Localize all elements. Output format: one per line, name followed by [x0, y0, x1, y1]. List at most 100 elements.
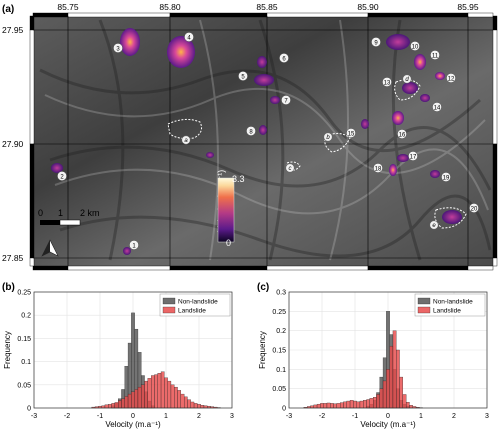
frame-segment	[492, 15, 498, 31]
y-tick-label: 0.1	[276, 367, 286, 374]
landslide-marker-label: 10	[412, 44, 419, 50]
nonlandslide-marker-label: c	[289, 166, 292, 172]
histogram-bar	[402, 394, 407, 409]
nonlandslide-marker-label: e	[432, 223, 436, 229]
histogram-bar	[141, 384, 145, 409]
legend-box	[414, 293, 486, 317]
nonlandslide-marker	[285, 163, 295, 173]
histogram-bar	[316, 403, 321, 409]
legend-entry: Landslide	[178, 308, 206, 315]
y-axis-label: Frequency	[3, 331, 12, 369]
legend-swatch	[162, 306, 176, 314]
landslide-marker-label: 4	[187, 35, 191, 41]
velocity-patches	[51, 28, 462, 255]
histogram-bar	[356, 401, 361, 409]
histogram-bar	[379, 388, 384, 409]
landslide-marker-label: 2	[60, 174, 64, 180]
scale-label: 2 km	[80, 208, 100, 218]
landslide-marker	[279, 53, 289, 63]
histogram-bar	[144, 380, 149, 409]
landslide-marker-label: 18	[375, 166, 382, 172]
landslide-marker-label: 14	[434, 105, 441, 111]
lon-tick-label: 85.80	[159, 2, 181, 12]
histogram-bar	[366, 399, 371, 409]
frame-segment	[169, 12, 268, 18]
y-tick-label: 0	[27, 406, 31, 413]
y-tick-label: 0.25	[272, 309, 286, 316]
histogram-bar	[131, 391, 135, 409]
landslide-marker-label: 19	[443, 175, 450, 181]
histogram-bar	[167, 380, 172, 409]
frame-segment	[467, 12, 494, 18]
x-tick-label: 0	[386, 413, 390, 420]
frame-segment	[29, 257, 35, 267]
landslide-marker	[408, 151, 418, 161]
frame-segment	[492, 257, 498, 267]
histogram-bar	[157, 373, 162, 409]
histogram-bar	[320, 403, 324, 409]
x-tick-label: 1	[419, 413, 423, 420]
frame-segment	[266, 12, 369, 18]
histogram-bar	[389, 345, 394, 409]
histogram-bar	[386, 369, 390, 409]
histogram-bar	[147, 378, 152, 409]
landslide-marker	[432, 102, 442, 112]
histogram-bar	[154, 374, 158, 409]
histogram-bar	[353, 400, 357, 409]
histogram-bar	[396, 349, 400, 409]
histogram-bar	[197, 404, 201, 409]
histogram-bar	[121, 398, 125, 409]
x-axis-label: Velocity (m.a⁻¹)	[360, 420, 416, 429]
landslide-marker	[410, 41, 420, 51]
scale-label: 1	[58, 208, 63, 218]
frame-segment	[29, 15, 35, 31]
x-tick-label: 2	[452, 413, 456, 420]
frame-segment	[32, 12, 69, 18]
lon-tick-label: 85.85	[256, 2, 278, 12]
histogram-bar	[333, 403, 338, 409]
landslide-marker	[373, 163, 383, 173]
histogram-bar	[373, 397, 377, 409]
y-axis-label: Frequency	[258, 331, 267, 369]
lat-tick-label: 27.95	[2, 25, 24, 35]
y-tick-label: 0.15	[272, 348, 286, 355]
histogram-panel-b: (b) -3 -2 -1 0 1 2 3 0 0.05 0.1 0.15 0.2 0.25 Velocity…	[2, 282, 234, 429]
frame-segment	[492, 143, 498, 259]
colorbar: Velocity (m.a⁻¹) 3.3 0	[216, 170, 245, 248]
frame-segment	[266, 265, 369, 271]
map-panel: (a) 85.75 85.80 85.85 85.90 85.95 27.95 …	[2, 2, 498, 271]
histogram-bar	[174, 386, 178, 409]
landslide-marker-label: 11	[432, 53, 439, 59]
histogram-bar	[127, 393, 132, 409]
frame-segment	[367, 265, 469, 271]
terrain-ridges	[39, 19, 492, 261]
histogram-bar	[150, 375, 155, 409]
x-tick-label: -2	[64, 413, 70, 420]
legend-entry: Landslide	[433, 308, 461, 315]
axes-frame	[33, 291, 233, 409]
histogram-bar	[164, 377, 168, 409]
y-tick-label: 0.3	[276, 290, 286, 297]
frame-segment	[467, 265, 494, 271]
legend-entry: Non-landslide	[178, 299, 218, 306]
histogram-bar	[124, 396, 129, 409]
legend-swatch	[417, 297, 431, 305]
histogram-panel-c: (c) -3 -2 -1 0 1 2 3 0 0.05 0.1 0.15 0.2 0.25 0.3 Veloc…	[257, 282, 489, 429]
landslide-marker-label: 12	[448, 76, 455, 82]
x-tick-label: -1	[352, 413, 358, 420]
landslide-marker-label: 1	[132, 243, 136, 249]
panel-label: (b)	[2, 282, 15, 293]
nonlandslide-marker-label: a	[184, 138, 188, 144]
histogram-bar	[409, 405, 413, 409]
x-tick-label: -3	[31, 413, 37, 420]
histogram-bar	[193, 403, 198, 409]
x-tick-label: -1	[97, 413, 103, 420]
lat-tick-label: 27.85	[2, 253, 24, 263]
x-tick-label: 2	[197, 413, 201, 420]
panel-label-a: (a)	[2, 4, 14, 15]
scale-bar: 0 1 2 km	[38, 208, 100, 226]
histogram-bar	[340, 402, 344, 409]
colorbar-ramp	[217, 177, 235, 243]
landslide-marker-label: 3	[116, 46, 120, 52]
